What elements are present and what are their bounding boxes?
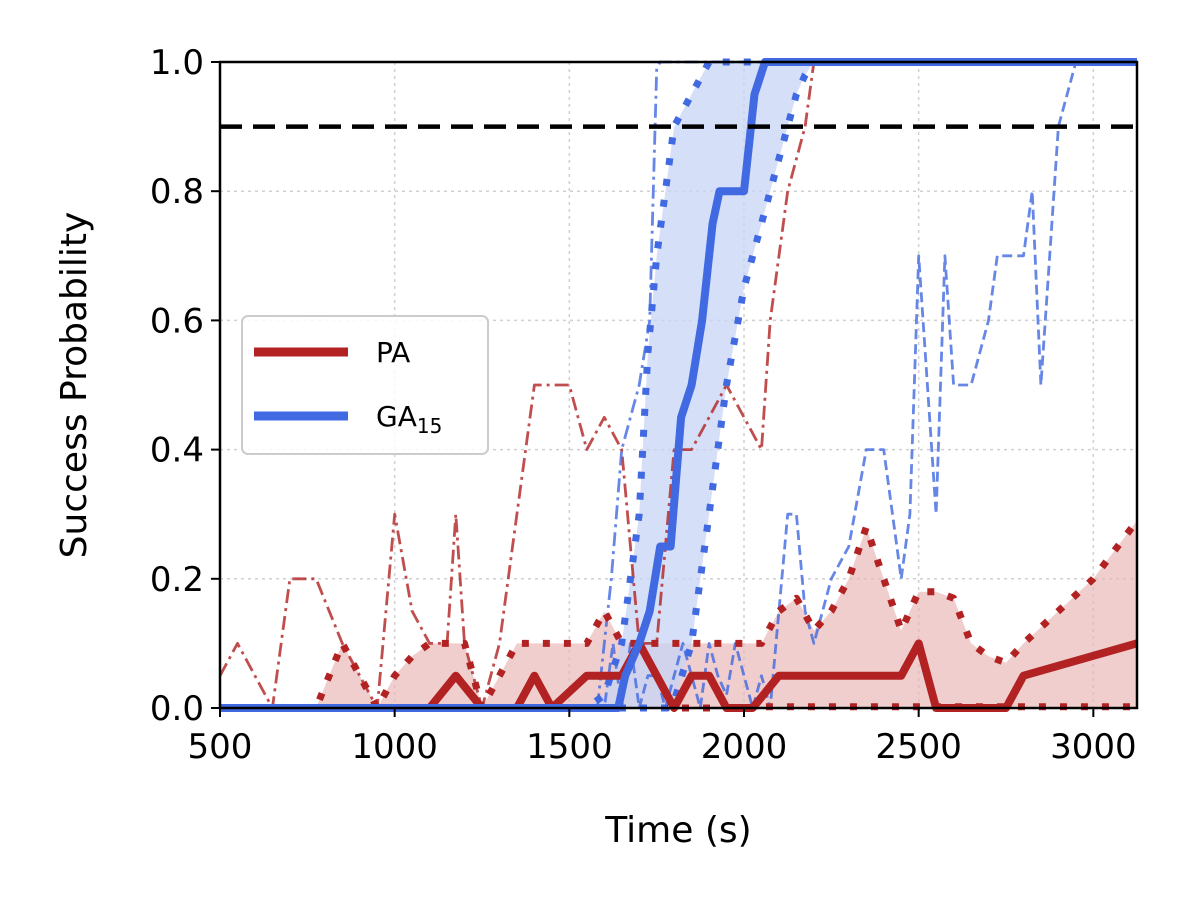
y-tick-label-3: 0.6 xyxy=(150,301,204,341)
legend-label-ga-subscript: 15 xyxy=(417,414,442,438)
legend-label-pa: PA xyxy=(376,336,410,369)
y-tick-label-1: 0.2 xyxy=(150,560,204,600)
ga-quantile-band xyxy=(220,62,1137,708)
ga-median-line xyxy=(220,58,1137,712)
legend-label-ga: GA15 xyxy=(376,400,442,438)
x-tick-label-2: 1500 xyxy=(526,727,613,767)
ga-upper-quantile-line xyxy=(220,58,1137,712)
x-tick-label-1: 1000 xyxy=(351,727,438,767)
grid xyxy=(220,62,1137,708)
plot-frame xyxy=(218,60,1139,710)
legend: PA GA15 xyxy=(241,315,489,455)
y-tick-label-0: 0.0 xyxy=(150,689,204,729)
y-tick-label-5: 1.0 xyxy=(150,43,204,83)
y-tick-label-2: 0.4 xyxy=(150,431,204,471)
legend-label-pa-main: PA xyxy=(376,336,410,369)
x-axis-label: Time (s) xyxy=(604,810,751,851)
axis-ticks: 500 1000 1500 2000 2500 3000 0.0 0.2 0.4 0.6 0.8 1.… xyxy=(150,43,1137,767)
x-tick-label-4: 2500 xyxy=(875,727,962,767)
x-tick-label-5: 3000 xyxy=(1050,727,1137,767)
y-axis-label: Success Probability xyxy=(54,212,95,559)
y-tick-label-4: 0.8 xyxy=(150,172,204,212)
legend-box xyxy=(241,315,489,455)
ga-lower-quantile-line xyxy=(220,58,1137,712)
ga-best-case-line xyxy=(220,60,1137,710)
x-tick-label-0: 500 xyxy=(188,727,253,767)
legend-label-ga-main: GA xyxy=(376,400,417,433)
pa-upper-quantile-line xyxy=(220,518,1137,712)
pa-best-case-line xyxy=(220,61,816,710)
x-tick-label-3: 2000 xyxy=(701,727,788,767)
